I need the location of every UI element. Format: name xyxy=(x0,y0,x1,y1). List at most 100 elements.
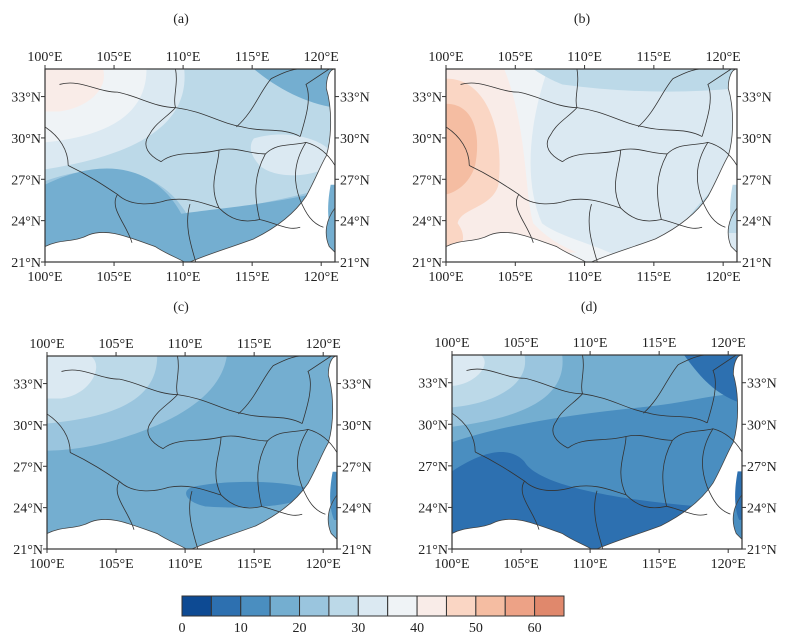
province-border xyxy=(469,166,620,208)
x-tick-label-bottom: 120°E xyxy=(304,270,339,285)
panel-title: (d) xyxy=(580,300,598,315)
y-tick-label-left: 30°N xyxy=(412,132,442,147)
colorbar-swatch xyxy=(504,595,536,617)
map-frame xyxy=(44,68,336,263)
colorbar-swatch xyxy=(445,595,477,617)
y-tick-label-left: 21°N xyxy=(418,543,448,558)
map-plot: 100°E 100°E 105°E 105°E 110°E 110°E 115°E 115°E… xyxy=(11,50,370,285)
province-border xyxy=(553,355,583,448)
y-tick-label-right: 30°N xyxy=(747,418,777,433)
island xyxy=(328,184,335,234)
province-border xyxy=(643,355,707,413)
province-border xyxy=(446,127,469,166)
province-border xyxy=(547,69,578,162)
province-border xyxy=(68,166,219,208)
province-border xyxy=(47,414,70,453)
coastline xyxy=(47,519,186,549)
x-tick-label-top: 110°E xyxy=(567,50,602,65)
x-tick-label-top: 105°E xyxy=(96,50,131,65)
province-border xyxy=(702,69,731,137)
x-tick-label-bottom: 115°E xyxy=(235,270,270,285)
sea-mask xyxy=(192,356,337,549)
colorbar-swatch xyxy=(240,595,271,617)
x-tick-label-top: 105°E xyxy=(503,336,538,351)
x-tick-label-top: 110°E xyxy=(168,337,203,352)
x-tick-label-top: 120°E xyxy=(711,336,746,351)
province-border xyxy=(475,452,626,495)
x-tick-label-bottom: 115°E xyxy=(642,557,677,572)
y-tick-label-left: 27°N xyxy=(412,173,442,188)
coastline xyxy=(45,232,184,262)
colorbar-swatch xyxy=(416,595,447,617)
colorbar: 0 10 20 30 40 50 60 xyxy=(179,595,565,634)
y-tick-label-left: 24°N xyxy=(418,501,448,516)
coastline xyxy=(192,356,337,549)
x-tick-label-top: 100°E xyxy=(29,337,64,352)
province-border xyxy=(236,69,300,127)
x-tick-label-bottom: 120°E xyxy=(706,270,741,285)
y-tick-label-right: 24°N xyxy=(742,215,772,230)
colorbar-swatch xyxy=(181,595,212,617)
y-tick-label-left: 33°N xyxy=(11,91,41,106)
colorbar-swatch xyxy=(357,595,389,617)
map-plot: 100°E 100°E 105°E 105°E 110°E 110°E 115°E 115°E… xyxy=(13,337,372,572)
province-border xyxy=(615,150,661,221)
coastline xyxy=(446,232,586,262)
province-border xyxy=(658,154,703,228)
y-tick-label-left: 24°N xyxy=(412,215,442,230)
panel-title: (a) xyxy=(173,12,189,27)
colorbar-tick-label: 20 xyxy=(293,621,307,634)
x-tick-label-bottom: 105°E xyxy=(498,270,533,285)
province-border xyxy=(163,436,267,449)
y-tick-label-right: 27°N xyxy=(342,460,372,475)
sea-mask xyxy=(190,69,335,262)
y-tick-label-right: 21°N xyxy=(747,543,777,558)
province-border xyxy=(562,149,667,162)
x-tick-label-top: 115°E xyxy=(637,50,672,65)
province-border xyxy=(295,142,323,227)
x-tick-label-bottom: 100°E xyxy=(434,557,469,572)
x-tick-label-bottom: 110°E xyxy=(168,557,203,572)
province-border xyxy=(589,204,597,262)
colorbar-swatch xyxy=(328,595,359,617)
y-tick-label-left: 21°N xyxy=(13,543,43,558)
colorbar-swatch xyxy=(269,595,301,617)
y-tick-label-left: 33°N xyxy=(412,91,442,106)
x-tick-label-top: 120°E xyxy=(706,50,741,65)
x-tick-label-bottom: 120°E xyxy=(711,557,746,572)
province-border xyxy=(216,437,262,508)
y-tick-label-right: 24°N xyxy=(340,215,370,230)
y-tick-label-left: 24°N xyxy=(11,215,41,230)
province-border xyxy=(568,435,672,448)
island xyxy=(735,471,742,520)
province-border xyxy=(238,356,302,414)
sea-mask xyxy=(47,519,187,549)
province-border xyxy=(302,356,331,424)
y-tick-label-left: 33°N xyxy=(13,378,43,393)
y-tick-label-left: 27°N xyxy=(418,460,448,475)
x-tick-label-bottom: 110°E xyxy=(567,270,602,285)
x-tick-label-bottom: 115°E xyxy=(237,557,272,572)
contour-region-5 xyxy=(684,355,742,404)
province-border xyxy=(265,142,335,165)
province-border xyxy=(214,150,260,221)
y-tick-label-right: 33°N xyxy=(342,378,372,393)
island xyxy=(330,471,337,521)
province-border xyxy=(697,142,725,227)
island xyxy=(730,184,737,234)
coastline xyxy=(190,69,335,262)
colorbar-tick-label: 40 xyxy=(410,621,424,634)
y-tick-label-right: 21°N xyxy=(742,256,772,271)
y-tick-label-right: 21°N xyxy=(342,543,372,558)
province-border xyxy=(595,491,603,549)
province-border xyxy=(190,491,198,549)
y-tick-label-left: 27°N xyxy=(13,460,43,475)
x-tick-label-top: 120°E xyxy=(306,337,341,352)
y-tick-label-right: 33°N xyxy=(340,91,370,106)
y-tick-label-left: 30°N xyxy=(13,419,43,434)
x-tick-label-bottom: 105°E xyxy=(96,270,131,285)
y-tick-label-right: 30°N xyxy=(342,419,372,434)
x-tick-label-top: 115°E xyxy=(642,336,677,351)
sea-mask xyxy=(591,69,737,262)
panel-a: (a) 100°E 100°E 105°E 105°E 110°E 110°E 115°E 1… xyxy=(0,0,400,290)
